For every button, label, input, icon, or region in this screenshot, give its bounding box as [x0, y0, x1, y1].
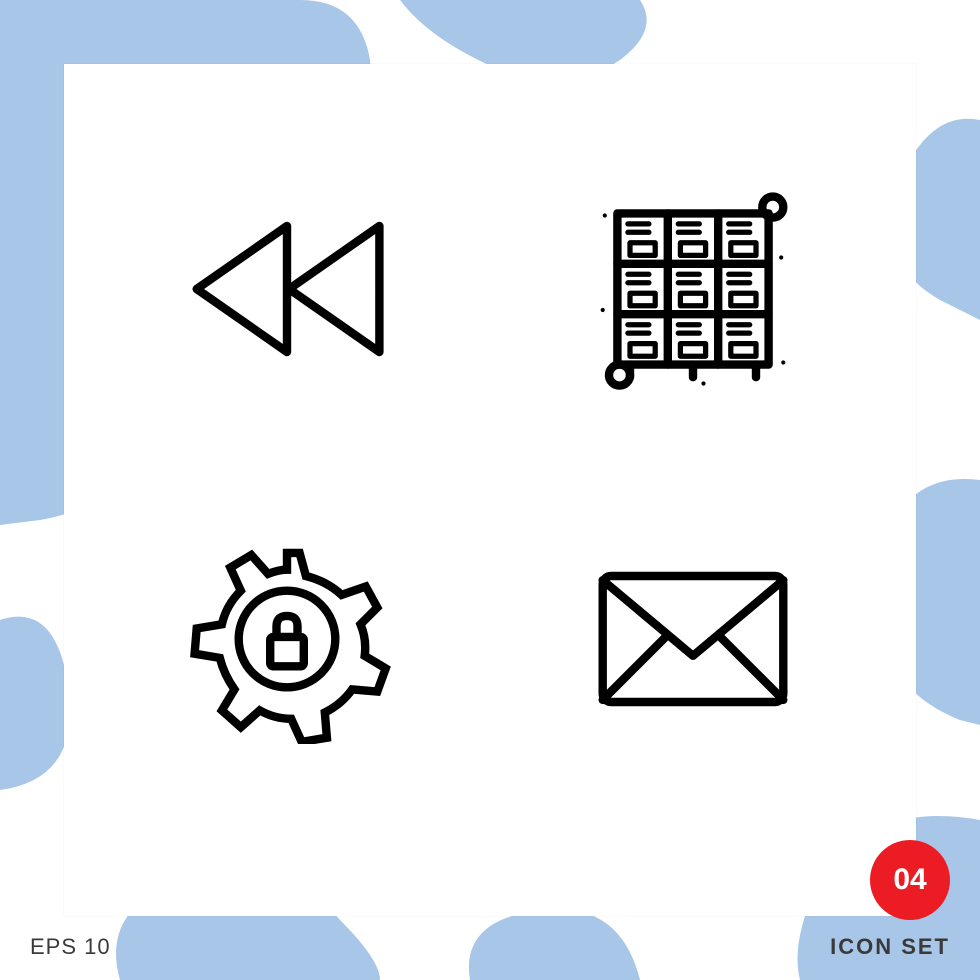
lockers-icon [580, 184, 806, 394]
footer-iconset: ICON SET [830, 934, 950, 960]
rewind-icon [174, 184, 400, 394]
badge-number: 04 [893, 863, 926, 897]
count-badge: 04 [870, 840, 950, 920]
gear-lock-icon [174, 534, 400, 744]
footer-eps: EPS 10 [30, 934, 111, 960]
mail-icon [580, 534, 806, 744]
icon-grid [64, 64, 916, 916]
icon-card [64, 64, 916, 916]
